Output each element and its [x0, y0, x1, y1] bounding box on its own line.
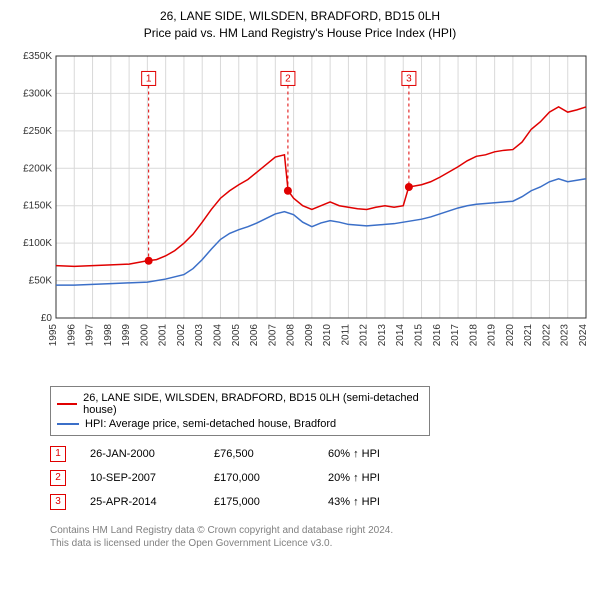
title-line-1: 26, LANE SIDE, WILSDEN, BRADFORD, BD15 0… — [10, 8, 590, 25]
svg-text:£250K: £250K — [23, 125, 52, 136]
event-date: 26-JAN-2000 — [90, 448, 190, 460]
event-price: £170,000 — [214, 472, 304, 484]
legend-swatch-2 — [57, 423, 79, 425]
svg-text:2017: 2017 — [450, 323, 461, 346]
svg-text:2007: 2007 — [267, 323, 278, 346]
disclaimer: Contains HM Land Registry data © Crown c… — [50, 524, 590, 550]
legend-row: HPI: Average price, semi-detached house,… — [57, 417, 423, 431]
svg-text:2014: 2014 — [395, 323, 406, 346]
event-row: 1 26-JAN-2000 £76,500 60% ↑ HPI — [50, 442, 590, 466]
chart: £0 £50K £100K £150K £200K £250K £300K £350K 1995… — [10, 48, 590, 378]
legend-row: 26, LANE SIDE, WILSDEN, BRADFORD, BD15 0… — [57, 391, 423, 417]
event-number-box: 3 — [50, 494, 66, 510]
svg-text:2011: 2011 — [340, 323, 351, 345]
svg-text:2002: 2002 — [176, 323, 187, 346]
svg-text:1997: 1997 — [85, 323, 96, 346]
svg-text:2006: 2006 — [249, 323, 260, 346]
chart-container: 26, LANE SIDE, WILSDEN, BRADFORD, BD15 0… — [0, 0, 600, 560]
svg-text:2010: 2010 — [322, 323, 333, 346]
svg-text:£150K: £150K — [23, 200, 52, 211]
event-hpi: 60% ↑ HPI — [328, 448, 418, 460]
svg-text:2004: 2004 — [212, 323, 223, 346]
event-row: 3 25-APR-2014 £175,000 43% ↑ HPI — [50, 490, 590, 514]
event-date: 10-SEP-2007 — [90, 472, 190, 484]
legend-swatch-1 — [57, 403, 77, 405]
svg-text:1995: 1995 — [48, 323, 59, 346]
svg-text:2020: 2020 — [505, 323, 516, 346]
svg-text:2023: 2023 — [560, 323, 571, 346]
svg-text:2000: 2000 — [139, 323, 150, 346]
svg-text:2018: 2018 — [468, 323, 479, 346]
legend-label: 26, LANE SIDE, WILSDEN, BRADFORD, BD15 0… — [83, 392, 423, 416]
event-number-box: 2 — [50, 470, 66, 486]
svg-text:1: 1 — [146, 73, 152, 84]
svg-text:£200K: £200K — [23, 163, 52, 174]
svg-text:2005: 2005 — [231, 323, 242, 346]
svg-text:£100K: £100K — [23, 238, 52, 249]
legend-label: HPI: Average price, semi-detached house,… — [85, 418, 336, 430]
svg-text:2015: 2015 — [414, 323, 425, 346]
svg-text:1998: 1998 — [103, 323, 114, 346]
svg-text:2003: 2003 — [194, 323, 205, 346]
svg-text:2008: 2008 — [286, 323, 297, 346]
svg-text:£0: £0 — [41, 313, 53, 324]
event-price: £76,500 — [214, 448, 304, 460]
svg-text:2: 2 — [285, 73, 291, 84]
svg-text:£350K: £350K — [23, 51, 52, 62]
svg-text:2021: 2021 — [523, 323, 534, 346]
svg-text:2009: 2009 — [304, 323, 315, 346]
events-table: 1 26-JAN-2000 £76,500 60% ↑ HPI 2 10-SEP-2007… — [50, 442, 590, 514]
event-date: 25-APR-2014 — [90, 496, 190, 508]
svg-text:2012: 2012 — [359, 323, 370, 346]
chart-svg: £0 £50K £100K £150K £200K £250K £300K £350K 1995… — [10, 48, 590, 378]
event-number-box: 1 — [50, 446, 66, 462]
disclaimer-line: Contains HM Land Registry data © Crown c… — [50, 524, 590, 537]
svg-text:£50K: £50K — [29, 275, 53, 286]
svg-text:2001: 2001 — [158, 323, 169, 346]
svg-text:2016: 2016 — [432, 323, 443, 346]
event-hpi: 20% ↑ HPI — [328, 472, 418, 484]
svg-text:2022: 2022 — [541, 323, 552, 346]
svg-text:1996: 1996 — [66, 323, 77, 346]
title-line-2: Price paid vs. HM Land Registry's House … — [10, 25, 590, 42]
svg-text:1999: 1999 — [121, 323, 132, 346]
svg-text:2013: 2013 — [377, 323, 388, 346]
event-hpi: 43% ↑ HPI — [328, 496, 418, 508]
title-block: 26, LANE SIDE, WILSDEN, BRADFORD, BD15 0… — [10, 8, 590, 42]
event-price: £175,000 — [214, 496, 304, 508]
svg-text:£300K: £300K — [23, 88, 52, 99]
legend: 26, LANE SIDE, WILSDEN, BRADFORD, BD15 0… — [50, 386, 430, 436]
svg-text:3: 3 — [406, 73, 412, 84]
disclaimer-line: This data is licensed under the Open Gov… — [50, 537, 590, 550]
event-row: 2 10-SEP-2007 £170,000 20% ↑ HPI — [50, 466, 590, 490]
svg-text:2019: 2019 — [487, 323, 498, 346]
svg-text:2024: 2024 — [578, 323, 589, 346]
